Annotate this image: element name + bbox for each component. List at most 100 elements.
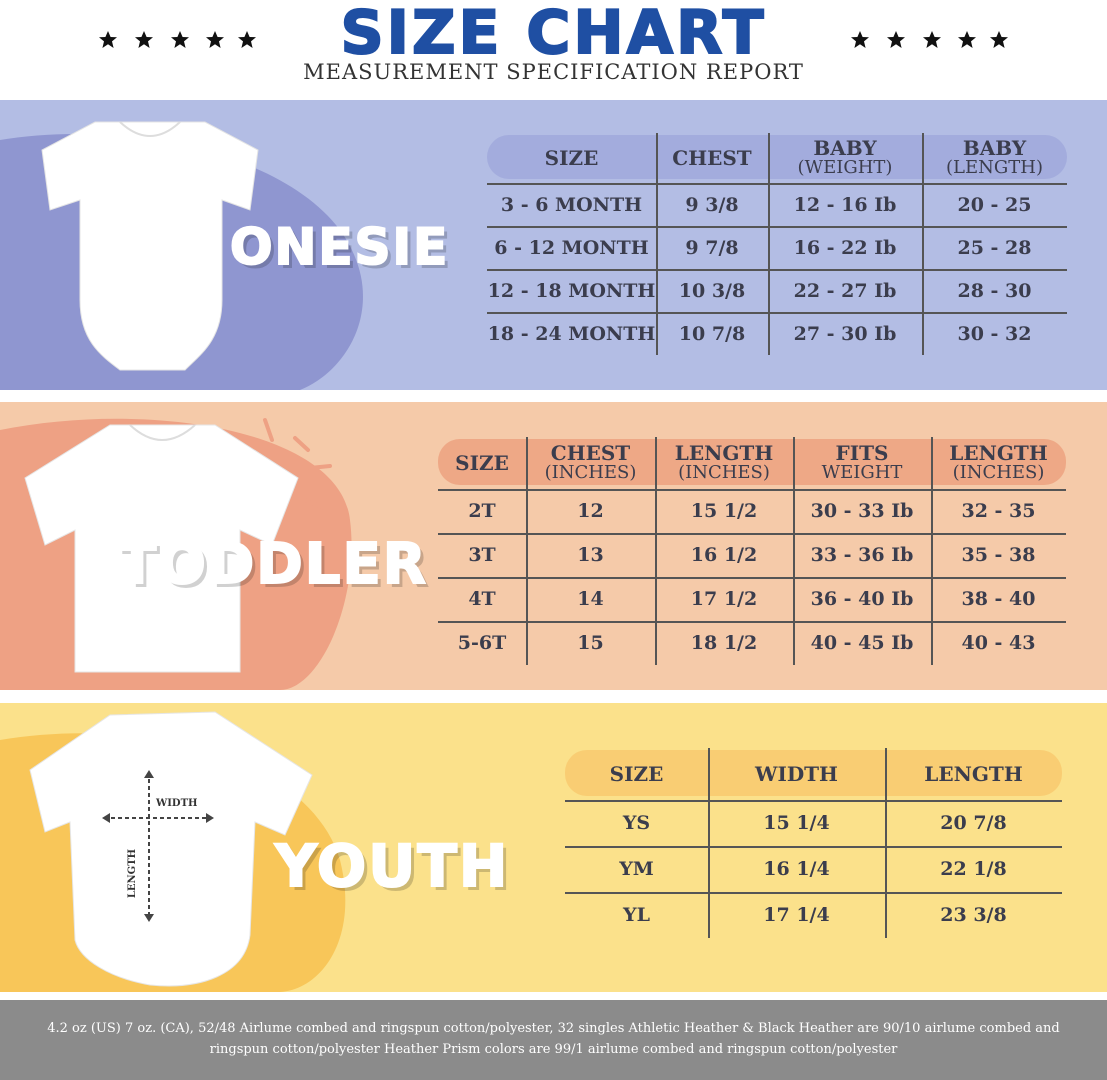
table-cell: 36 - 40 Ib	[810, 588, 914, 610]
table-cell: 13	[577, 544, 604, 566]
column-line	[922, 133, 924, 355]
table-cell: 38 - 40	[961, 588, 1036, 610]
table-cell: 33 - 36 Ib	[810, 544, 914, 566]
header-text: CHEST	[672, 145, 752, 170]
header-text: (INCHES)	[952, 462, 1045, 484]
footer: 4.2 oz (US) 7 oz. (CA), 52/48 Airlume co…	[0, 1000, 1107, 1080]
header-text: SIZE	[544, 145, 599, 170]
column-line	[768, 133, 770, 355]
table-cell: 22 1/8	[940, 858, 1007, 880]
table-cell: 4T	[468, 588, 496, 610]
table-cell: 23 3/8	[940, 904, 1007, 926]
header-cell: SIZE	[487, 133, 656, 183]
table-cell: 25 - 28	[957, 236, 1032, 259]
row-line	[565, 846, 1062, 848]
table-cell: YS	[622, 812, 651, 834]
table-cell: 9 7/8	[685, 236, 739, 259]
column-line	[708, 748, 710, 938]
row-line	[487, 183, 1067, 185]
table-cell: 14	[577, 588, 604, 610]
table-cell: 16 1/4	[763, 858, 830, 880]
table-cell: 16 1/2	[690, 544, 758, 566]
table-cell: 18 - 24 MONTH	[487, 322, 656, 345]
table-cell: 17 1/2	[690, 588, 758, 610]
row-line	[487, 226, 1067, 228]
table-cell: 40 - 45 Ib	[810, 632, 914, 654]
row-line	[438, 489, 1066, 491]
header-text: WEIGHT	[821, 462, 903, 484]
header-pill	[487, 135, 1067, 179]
header-text: LENGTH	[924, 761, 1023, 786]
table-cell: 30 - 32	[957, 322, 1032, 345]
header-cell: FITS WEIGHT	[793, 437, 931, 489]
header-text: FITS	[835, 441, 889, 466]
table-cell: YL	[623, 904, 650, 926]
header-text: BABY	[962, 136, 1027, 161]
column-line	[885, 748, 887, 938]
row-line	[487, 312, 1067, 314]
header-text: SIZE	[609, 761, 664, 786]
header-cell: LENGTH (INCHES)	[931, 437, 1066, 489]
table-cell: 3T	[468, 544, 496, 566]
table-cell: 30 - 33 Ib	[810, 500, 914, 522]
table-cell: 12	[577, 500, 604, 522]
table-cell: 9 3/8	[685, 193, 739, 216]
header-cell: SIZE	[438, 437, 526, 489]
row-line	[438, 533, 1066, 535]
header-text: BABY	[813, 136, 877, 161]
header-text: SIZE	[455, 450, 509, 475]
table-cell: 2T	[468, 500, 496, 522]
table-cell: 32 - 35	[961, 500, 1036, 522]
table-cell: 15	[577, 632, 604, 654]
header-text: WIDTH	[755, 761, 838, 786]
row-line	[487, 269, 1067, 271]
table-cell: 27 - 30 Ib	[793, 322, 897, 345]
table-cell: 6 - 12 MONTH	[494, 236, 649, 259]
row-line	[565, 800, 1062, 802]
column-line	[655, 437, 657, 665]
column-line	[526, 437, 528, 665]
length-label: LENGTH	[127, 848, 139, 899]
column-line	[793, 437, 795, 665]
table-cell: 28 - 30	[957, 279, 1032, 302]
column-line	[931, 437, 933, 665]
table-cell: 12 - 16 Ib	[793, 193, 897, 216]
table-cell: 20 - 25	[957, 193, 1032, 216]
row-line	[438, 577, 1066, 579]
header-text: (WEIGHT)	[797, 157, 893, 179]
header-cell: CHEST	[656, 133, 768, 183]
section-label: ONESIE	[229, 217, 450, 277]
header-text: (LENGTH)	[946, 157, 1043, 179]
header-text: (INCHES)	[544, 462, 637, 484]
table-cell: YM	[619, 858, 654, 880]
table-cell: 5-6T	[457, 632, 507, 654]
header-cell: BABY (WEIGHT)	[768, 133, 922, 183]
table-cell: 15 1/2	[690, 500, 758, 522]
subtitle: MEASUREMENT SPECIFICATION REPORT	[303, 60, 804, 84]
table-cell: 10 3/8	[678, 279, 746, 302]
header-pill	[565, 750, 1062, 796]
table-cell: 10 7/8	[678, 322, 746, 345]
table-cell: 18 1/2	[690, 632, 758, 654]
header-text: (INCHES)	[678, 462, 770, 484]
title: SIZE CHART	[339, 0, 767, 69]
row-line	[565, 892, 1062, 894]
row-line	[438, 621, 1066, 623]
header-cell: BABY (LENGTH)	[922, 133, 1067, 183]
section-label: TODDLER	[117, 531, 428, 598]
table-cell: 3 - 6 MONTH	[500, 193, 643, 216]
header-cell: CHEST (INCHES)	[526, 437, 655, 489]
header-cell: SIZE	[565, 748, 708, 800]
table-cell: 20 7/8	[940, 812, 1007, 834]
table-cell: 17 1/4	[763, 904, 830, 926]
table-cell: 15 1/4	[763, 812, 830, 834]
table-cell: 12 - 18 MONTH	[487, 279, 656, 302]
header-cell: LENGTH	[885, 748, 1062, 800]
column-line	[656, 133, 658, 355]
header-cell: LENGTH (INCHES)	[655, 437, 793, 489]
header-text: LENGTH	[949, 441, 1048, 466]
header-pill	[438, 439, 1066, 485]
header-text: LENGTH	[674, 441, 774, 466]
table-cell: 22 - 27 Ib	[793, 279, 897, 302]
